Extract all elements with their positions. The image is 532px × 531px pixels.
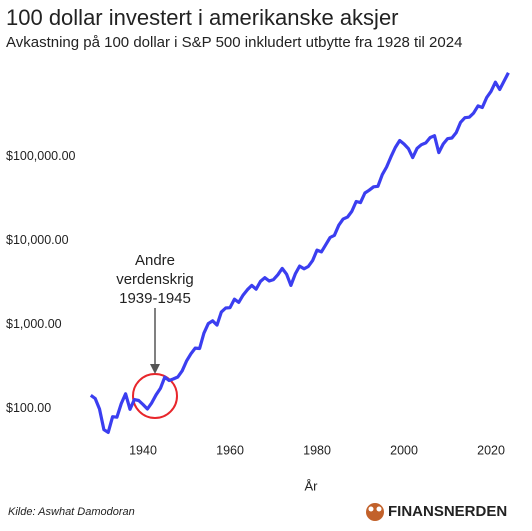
chart-subtitle: Avkastning på 100 dollar i S&P 500 inklu… xyxy=(6,34,462,51)
annotation-text: 1939-1945 xyxy=(119,290,191,307)
y-tick-label: $1,000.00 xyxy=(6,317,62,331)
y-tick-label: $100,000.00 xyxy=(6,149,76,163)
x-axis-label: År xyxy=(305,478,319,493)
annotation-arrowhead xyxy=(150,364,160,374)
y-tick-label: $100.00 xyxy=(6,401,51,415)
x-tick-label: 1940 xyxy=(129,443,157,457)
x-tick-label: 1980 xyxy=(303,443,331,457)
x-tick-label: 1960 xyxy=(216,443,244,457)
annotation-text: verdenskrig xyxy=(116,271,194,288)
chart-title: 100 dollar investert i amerikanske aksje… xyxy=(6,5,399,30)
x-tick-label: 2020 xyxy=(477,443,505,457)
logo-text: FINANSNERDEN xyxy=(388,503,507,520)
logo-icon xyxy=(366,503,384,521)
data-line xyxy=(89,72,510,434)
annotation-text: Andre xyxy=(135,252,175,269)
y-tick-label: $10,000.00 xyxy=(6,233,69,247)
x-tick-label: 2000 xyxy=(390,443,418,457)
source: Kilde: Aswhat Damodoran xyxy=(8,506,135,518)
